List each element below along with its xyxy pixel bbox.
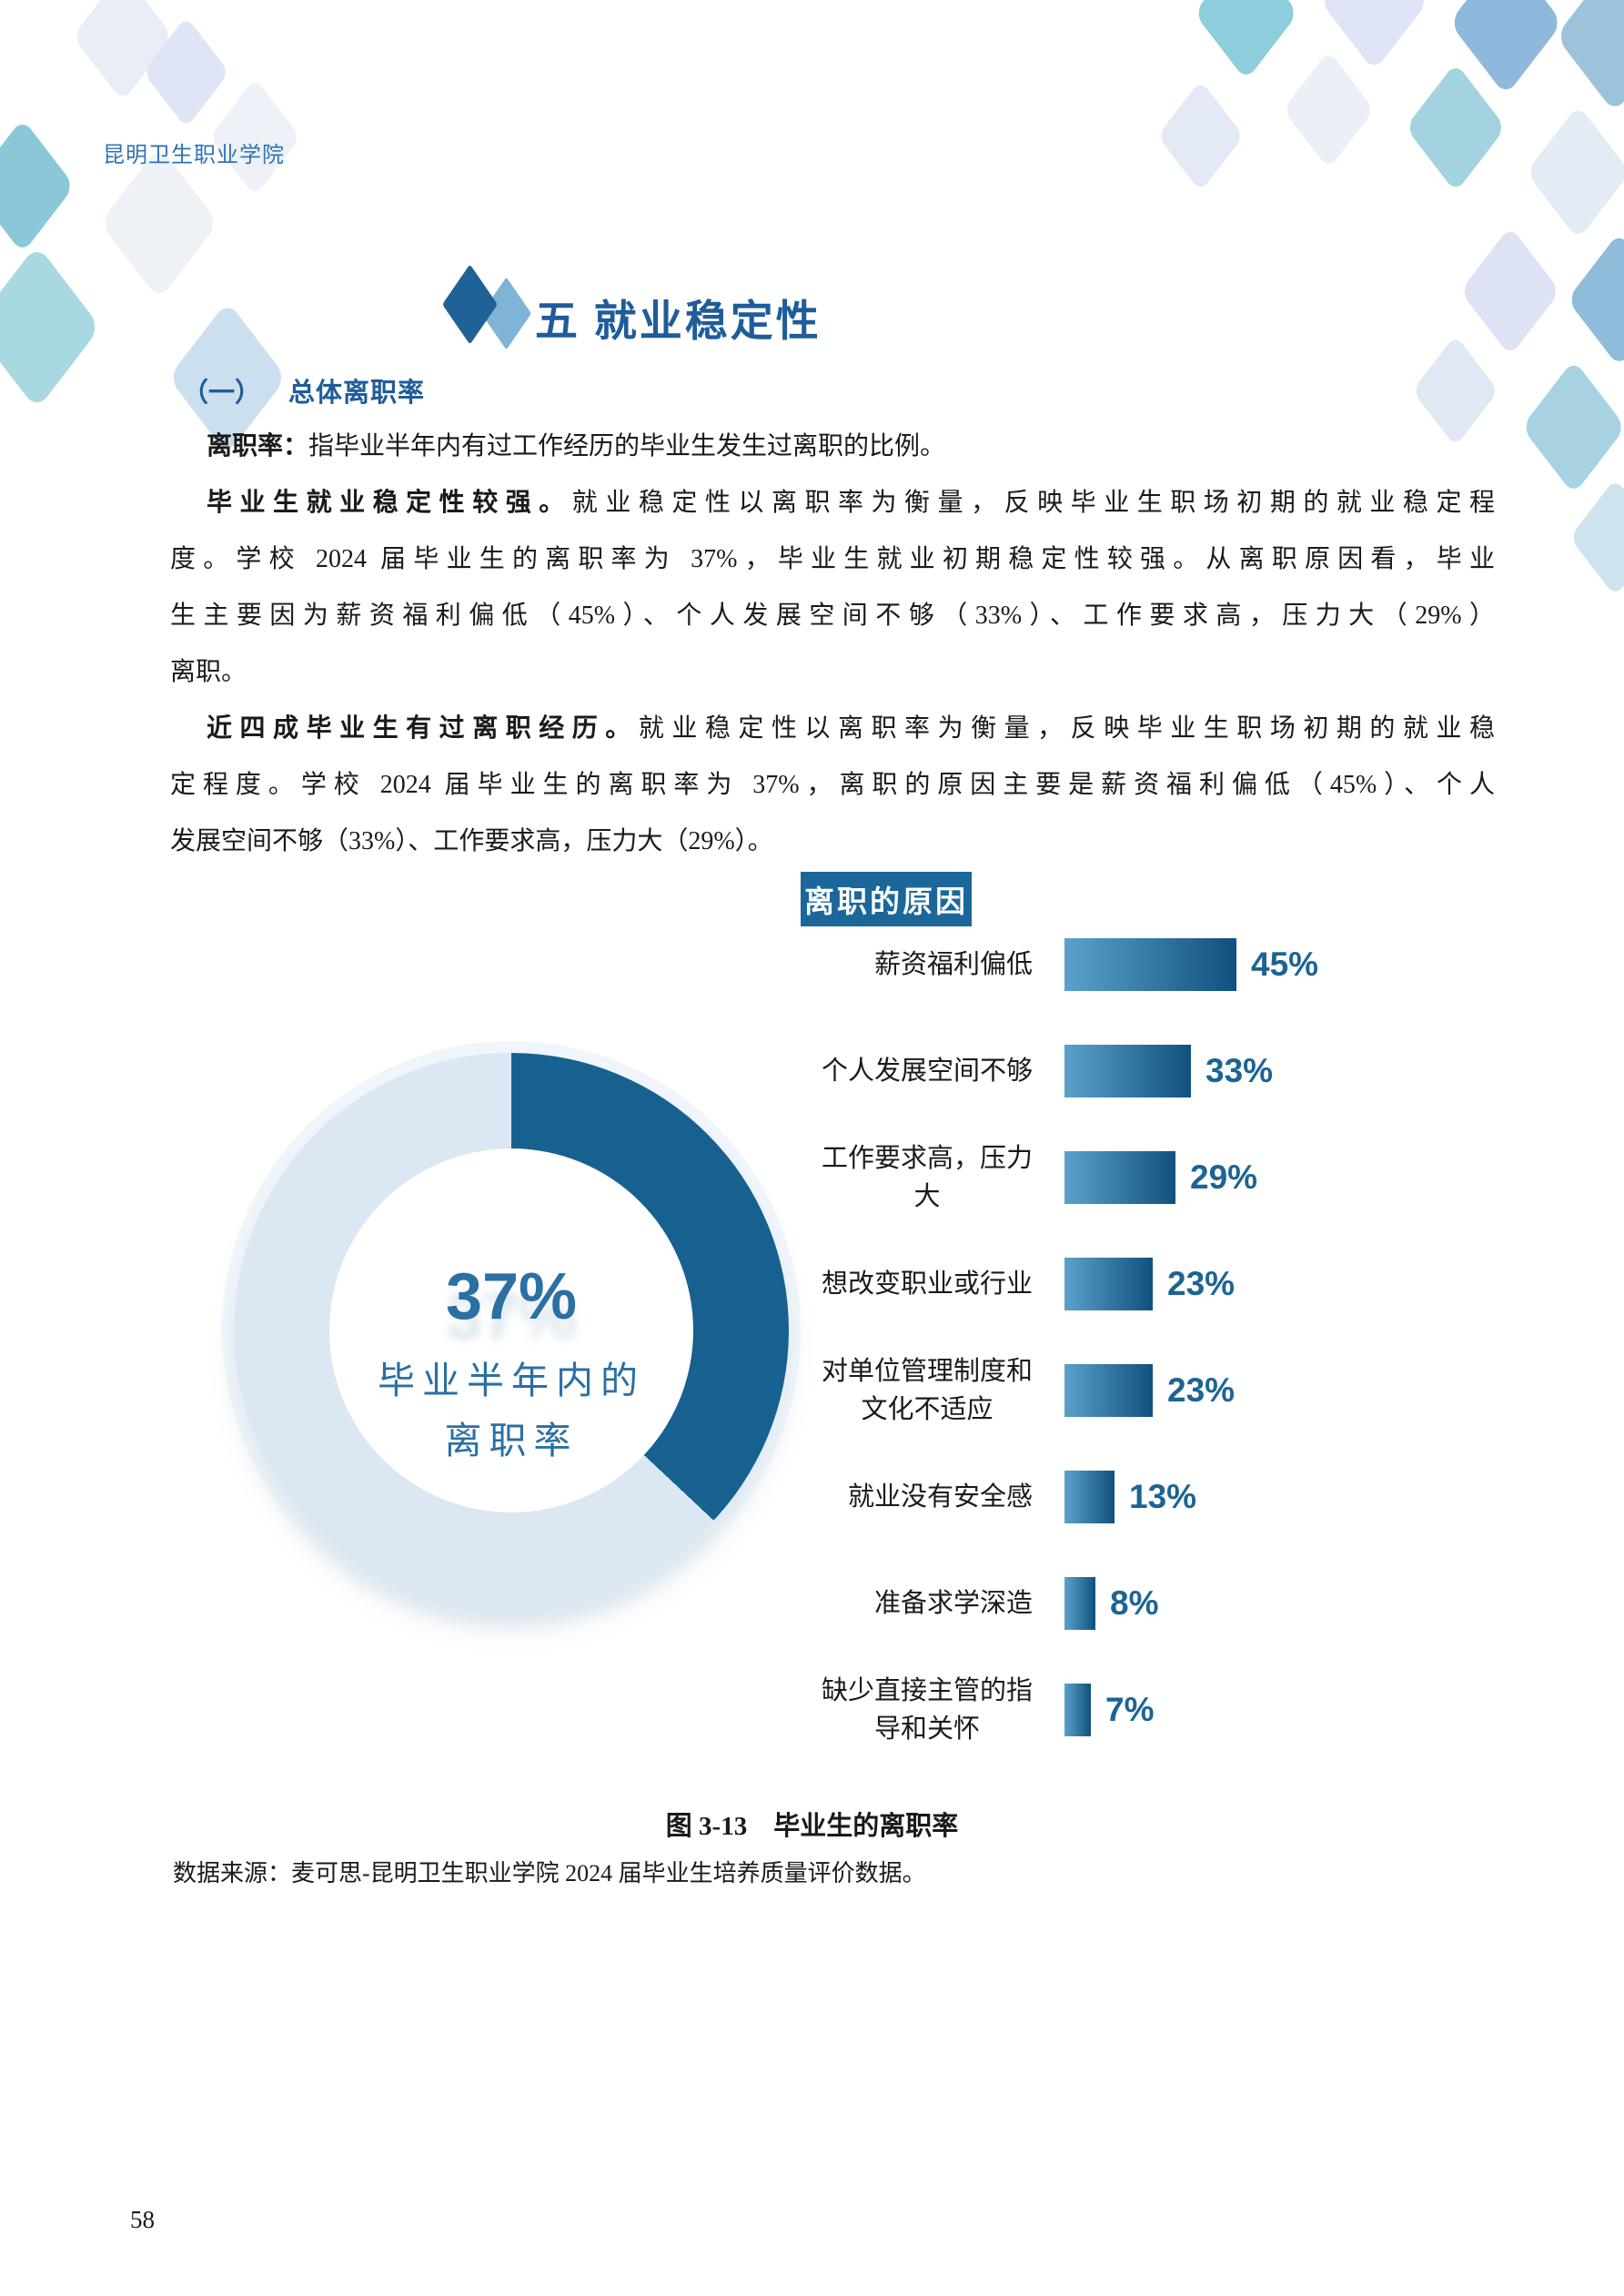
body-line: 毕业生就业稳定性较强。就业稳定性以离职率为衡量，反映毕业生职场初期的就业稳定程 [207, 489, 1495, 517]
page-number: 58 [130, 2206, 155, 2233]
data-source: 数据来源：麦可思-昆明卫生职业学院 2024 届毕业生培养质量评价数据。 [173, 1860, 926, 1886]
bar-value-label: 23% [1167, 1265, 1236, 1302]
deco-diamond-icon [99, 146, 218, 300]
body-line: 发展空间不够（33%）、工作要求高，压力大（29%）。 [170, 827, 773, 855]
section-title: 总体离职率 [288, 379, 426, 408]
bar [1064, 1258, 1153, 1310]
bar-category-label: 缺少直接主管的指 导和关怀 [821, 1676, 1033, 1744]
section-heading: （一） 总体离职率 [182, 371, 425, 410]
bar [1064, 1151, 1175, 1204]
body-line: 生主要因为薪资福利偏低（45%）、个人发展空间不够（33%）、工作要求高，压力大… [170, 602, 1495, 630]
deco-diamond-icon [1567, 232, 1624, 369]
section-index: （一） [182, 379, 262, 408]
chart-title: 离职的原因 [804, 886, 968, 919]
bar-value-label: 45% [1251, 946, 1319, 983]
donut-label-line1: 毕业半年内的 [378, 1360, 645, 1401]
bar-value-label: 29% [1190, 1158, 1258, 1196]
bar-value-label: 23% [1167, 1371, 1236, 1409]
bar [1064, 938, 1236, 991]
bar-value-label: 33% [1205, 1052, 1274, 1089]
page-title: 五 就业稳定性 [535, 298, 822, 346]
body-text: 离职率：指毕业半年内有过工作经历的毕业生发生过离职的比例。毕业生就业稳定性较强。… [170, 419, 1495, 870]
deco-diamond-icon [1405, 62, 1506, 193]
body-line: 定程度。学校 2024 届毕业生的离职率为 37%，离职的原因主要是薪资福利偏低… [170, 771, 1495, 799]
bar [1064, 1045, 1191, 1097]
deco-diamond-icon [1521, 359, 1624, 496]
title-diamond-dark-icon [442, 264, 498, 345]
body-line: 近四成毕业生有过离职经历。就业稳定性以离职率为衡量，反映毕业生职场初期的就业稳 [207, 714, 1495, 743]
bar-category-label: 就业没有安全感 [847, 1482, 1033, 1512]
bar-category-label: 想改变职业或行业 [821, 1269, 1033, 1299]
deco-diamond-icon [1569, 477, 1624, 596]
deco-diamond-icon [0, 244, 101, 410]
bar-category-label: 准备求学深造 [873, 1589, 1033, 1618]
school-name: 昆明卫生职业学院 [103, 144, 285, 167]
figure-caption: 图 3-13 毕业生的离职率 [665, 1812, 959, 1841]
bar [1064, 1471, 1115, 1523]
deco-diamond-icon [1282, 49, 1374, 168]
donut-label-line2: 离职率 [444, 1420, 579, 1462]
body-line: 离职率：指毕业半年内有过工作经历的毕业生发生过离职的比例。 [207, 432, 946, 460]
deco-diamond-icon [1194, 0, 1299, 82]
deco-diamond-icon [1526, 105, 1624, 241]
bar-category-label: 对单位管理制度和 文化不适应 [821, 1357, 1033, 1424]
bar [1064, 1364, 1153, 1417]
donut-value: 37% [445, 1260, 578, 1333]
deco-diamond-icon [0, 118, 76, 255]
bar-category-label: 薪资福利偏低 [873, 950, 1033, 979]
bar-category-label: 个人发展空间不够 [821, 1057, 1033, 1086]
bar-value-label: 13% [1129, 1478, 1197, 1515]
chart-title-box: 离职的原因 [801, 872, 972, 926]
donut-chart [234, 1053, 789, 1608]
deco-diamond-icon [1555, 0, 1624, 114]
body-line: 度。学校 2024 届毕业生的离职率为 37%，毕业生就业初期稳定性较强。从离职… [170, 545, 1495, 573]
bar-value-label: 8% [1110, 1584, 1159, 1622]
deco-diamond-icon [1459, 226, 1560, 357]
bar-category-label: 工作要求高，压力 大 [821, 1144, 1033, 1211]
body-line: 离职。 [170, 658, 247, 686]
bar [1064, 1684, 1091, 1736]
deco-diamond-icon [1157, 80, 1245, 193]
bar [1064, 1577, 1095, 1630]
bar-value-label: 7% [1105, 1691, 1155, 1728]
